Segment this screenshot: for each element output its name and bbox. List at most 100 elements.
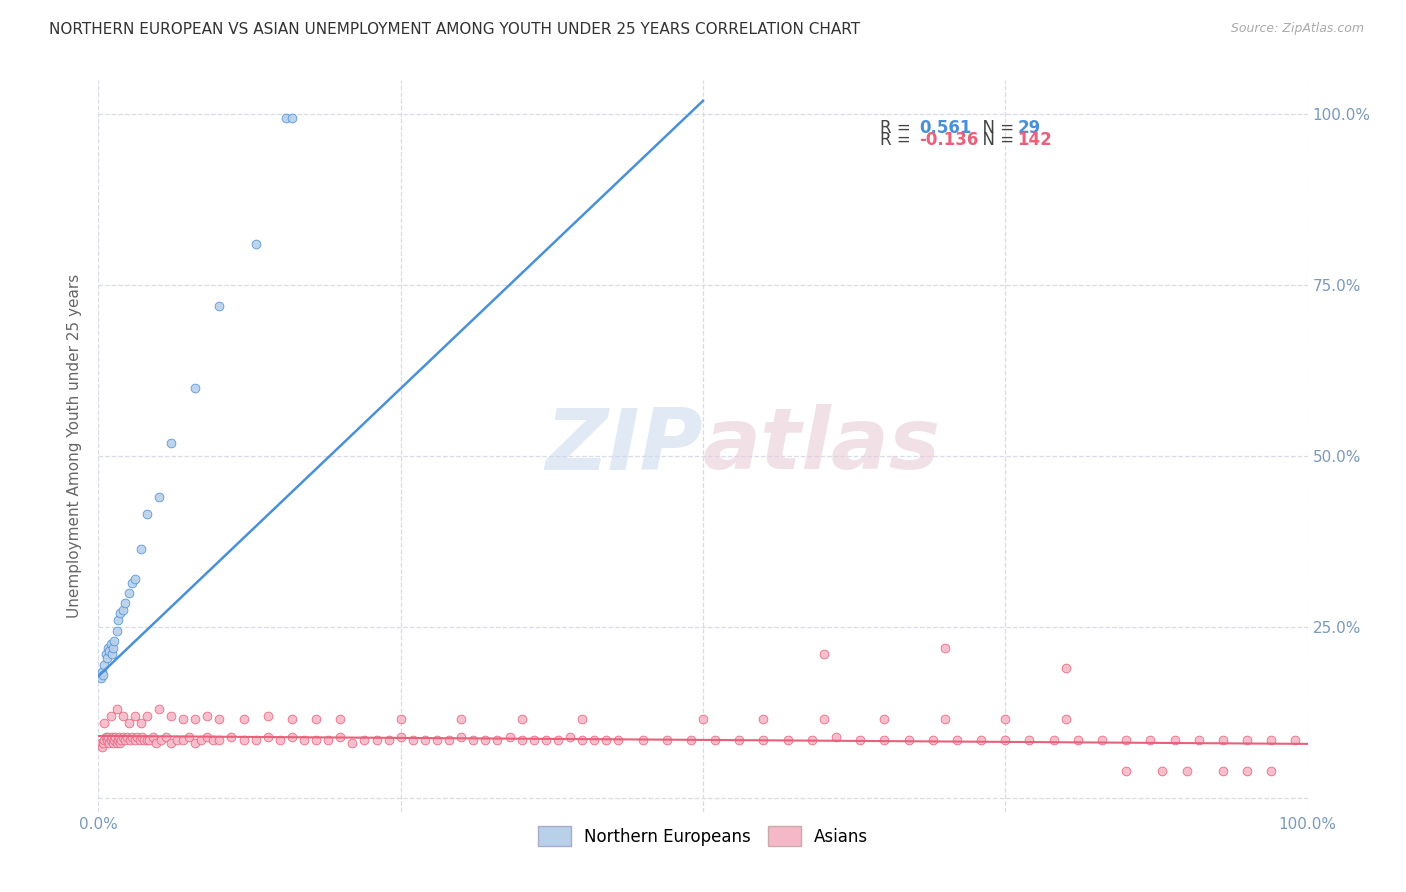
Point xyxy=(281,111,304,125)
Point xyxy=(117,730,139,744)
Point xyxy=(474,733,496,747)
Point xyxy=(329,713,352,727)
Point xyxy=(305,713,328,727)
Point xyxy=(100,648,122,662)
Point xyxy=(692,713,714,727)
Point xyxy=(93,715,115,730)
Point xyxy=(110,733,132,747)
Point xyxy=(921,733,943,747)
Point xyxy=(547,733,569,747)
Point xyxy=(108,730,131,744)
Point xyxy=(813,648,835,662)
Point xyxy=(111,709,134,723)
Point xyxy=(90,672,112,686)
Point xyxy=(1054,661,1077,675)
Point xyxy=(98,644,121,658)
Point xyxy=(256,709,278,723)
Point xyxy=(104,730,127,744)
Point xyxy=(934,713,956,727)
Point xyxy=(98,736,121,750)
Point xyxy=(208,733,231,747)
Point xyxy=(107,613,129,627)
Point xyxy=(91,739,114,754)
Point xyxy=(402,733,425,747)
Point xyxy=(994,713,1017,727)
Point xyxy=(595,733,617,747)
Point xyxy=(184,736,207,750)
Point xyxy=(1236,764,1258,778)
Point xyxy=(873,713,896,727)
Text: -0.136: -0.136 xyxy=(920,131,979,149)
Point xyxy=(172,713,194,727)
Point xyxy=(232,713,254,727)
Point xyxy=(245,733,267,747)
Point xyxy=(96,651,118,665)
Point xyxy=(256,730,278,744)
Point xyxy=(583,733,606,747)
Point xyxy=(129,541,152,556)
Point xyxy=(101,640,124,655)
Point xyxy=(148,490,170,504)
Point xyxy=(1212,764,1234,778)
Point xyxy=(100,709,122,723)
Point xyxy=(1115,764,1137,778)
Point xyxy=(135,508,157,522)
Point xyxy=(108,736,131,750)
Text: Source: ZipAtlas.com: Source: ZipAtlas.com xyxy=(1230,22,1364,36)
Point xyxy=(1175,764,1198,778)
Point xyxy=(208,299,231,313)
Point xyxy=(184,713,207,727)
Point xyxy=(486,733,509,747)
Point xyxy=(316,733,339,747)
Point xyxy=(1260,733,1282,747)
Text: R =: R = xyxy=(880,119,915,137)
Point xyxy=(274,111,297,125)
Point xyxy=(873,733,896,747)
Point xyxy=(114,733,136,747)
Point xyxy=(1091,733,1114,747)
Point xyxy=(946,733,969,747)
Point xyxy=(100,730,122,744)
Point xyxy=(111,603,134,617)
Point xyxy=(1139,733,1161,747)
Point xyxy=(897,733,920,747)
Text: 29: 29 xyxy=(1018,119,1040,137)
Point xyxy=(91,665,114,679)
Point xyxy=(571,733,593,747)
Point xyxy=(103,633,125,648)
Point xyxy=(450,730,472,744)
Point xyxy=(728,733,751,747)
Point xyxy=(329,730,352,744)
Point xyxy=(124,733,146,747)
Point xyxy=(534,733,557,747)
Point xyxy=(558,730,581,744)
Legend: Northern Europeans, Asians: Northern Europeans, Asians xyxy=(529,818,877,855)
Point xyxy=(413,733,436,747)
Point xyxy=(166,733,188,747)
Point xyxy=(1042,733,1064,747)
Point xyxy=(305,733,328,747)
Point xyxy=(426,733,449,747)
Text: R =: R = xyxy=(880,131,915,149)
Point xyxy=(121,575,143,590)
Point xyxy=(94,648,117,662)
Point xyxy=(155,730,177,744)
Text: NORTHERN EUROPEAN VS ASIAN UNEMPLOYMENT AMONG YOUTH UNDER 25 YEARS CORRELATION C: NORTHERN EUROPEAN VS ASIAN UNEMPLOYMENT … xyxy=(49,22,860,37)
Point xyxy=(571,713,593,727)
Point xyxy=(679,733,702,747)
Point xyxy=(107,733,129,747)
Point xyxy=(825,730,848,744)
Point xyxy=(138,733,160,747)
Point xyxy=(389,713,412,727)
Point xyxy=(124,709,146,723)
Text: 142: 142 xyxy=(1018,131,1052,149)
Point xyxy=(100,637,122,651)
Point xyxy=(1188,733,1211,747)
Point xyxy=(135,709,157,723)
Point xyxy=(1260,764,1282,778)
Point xyxy=(342,736,364,750)
Point xyxy=(195,730,218,744)
Text: 0.561: 0.561 xyxy=(920,119,972,137)
Point xyxy=(150,733,173,747)
Point xyxy=(135,733,157,747)
